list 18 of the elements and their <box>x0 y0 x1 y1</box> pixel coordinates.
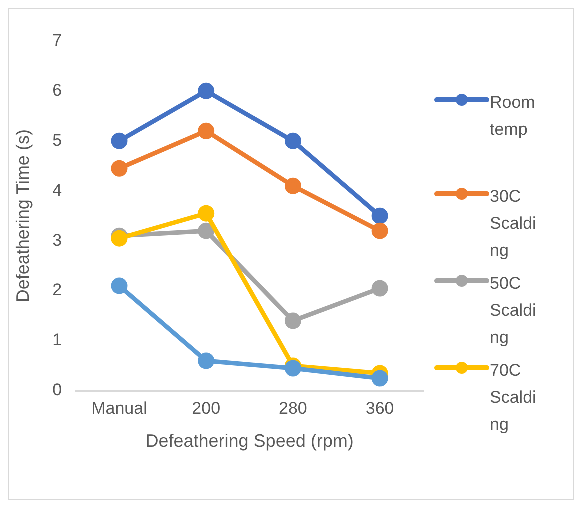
x-tick-label: 200 <box>192 398 221 418</box>
x-tick-label: Manual <box>92 398 148 418</box>
y-tick-label: 5 <box>52 130 62 150</box>
y-tick-label: 2 <box>52 280 62 300</box>
y-tick-label: 3 <box>52 230 62 250</box>
legend-label: 70C Scalding <box>490 360 538 436</box>
y-axis-title: Defeathering Time (s) <box>12 130 33 303</box>
y-tick-label: 1 <box>52 330 62 350</box>
legend-label: Room temp <box>490 92 536 141</box>
x-axis-title: Defeathering Speed (rpm) <box>146 431 354 452</box>
legend-label: 30C Scalding <box>490 186 538 262</box>
y-tick-label: 7 <box>52 30 62 50</box>
legend-label: 50C Scalding <box>490 273 538 349</box>
x-tick-label: 280 <box>279 398 308 418</box>
y-tick-label: 4 <box>52 180 62 200</box>
y-tick-label: 6 <box>52 80 62 100</box>
x-tick-label: 360 <box>366 398 394 418</box>
y-tick-label: 0 <box>52 380 62 400</box>
